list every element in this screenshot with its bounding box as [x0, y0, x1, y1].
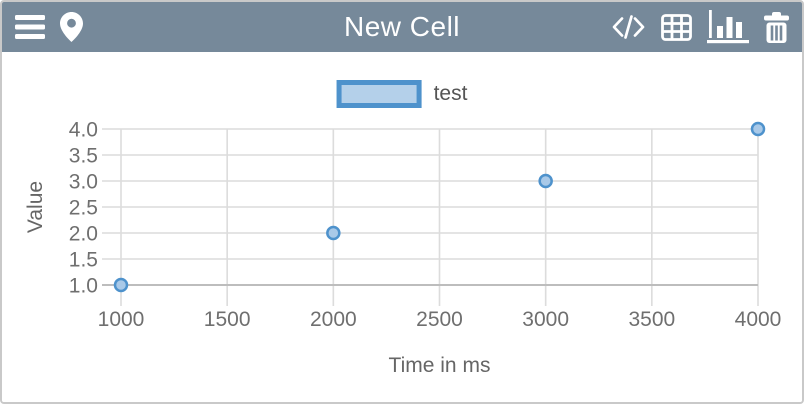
table-icon: [661, 13, 692, 41]
y-tick-label: 1.5: [69, 249, 98, 272]
chart-view-button[interactable]: [707, 10, 749, 44]
legend-swatch: [336, 80, 422, 108]
x-tick-label: 2500: [416, 308, 463, 331]
y-axis-title: Value: [24, 181, 47, 233]
y-tick-label: 1.0: [69, 275, 98, 298]
y-tick-label: 4.0: [69, 119, 98, 142]
location-button[interactable]: [60, 12, 83, 42]
x-tick-label: 3000: [522, 308, 569, 331]
x-axis-title: Time in ms: [389, 354, 491, 377]
header-left-icons: [15, 12, 83, 42]
chart-region: test 1.0 1.5 2.0 2.5 3.0 3.5 4.0 1000 1500 2000 25…: [2, 52, 802, 402]
data-point[interactable]: [750, 121, 766, 137]
code-icon: [612, 15, 645, 39]
y-tick-label: 2.0: [69, 223, 98, 246]
y-tick-label: 3.0: [69, 171, 98, 194]
x-tick-label: 4000: [735, 308, 782, 331]
location-pin-icon: [60, 12, 83, 42]
legend-label: test: [433, 82, 468, 105]
bar-chart-icon: [707, 10, 749, 44]
trash-icon: [764, 11, 789, 43]
menu-button[interactable]: [15, 15, 45, 39]
x-tick-label: 1000: [98, 308, 145, 331]
legend[interactable]: test: [336, 80, 468, 108]
y-tick-label: 2.5: [69, 197, 98, 220]
data-point[interactable]: [538, 173, 553, 189]
header: New Cell: [2, 2, 802, 52]
x-tick-label: 2000: [310, 308, 357, 331]
data-point[interactable]: [326, 225, 341, 241]
code-view-button[interactable]: [611, 14, 646, 40]
x-tick-label: 1500: [204, 308, 251, 331]
data-point[interactable]: [113, 277, 129, 293]
x-tick-label: 3500: [628, 308, 675, 331]
header-right-icons: [611, 10, 789, 44]
y-tick-label: 3.5: [69, 145, 98, 168]
table-view-button[interactable]: [661, 13, 692, 41]
menu-icon: [15, 15, 45, 39]
page-title: New Cell: [343, 11, 461, 42]
delete-button[interactable]: [764, 11, 789, 43]
scatter-plot[interactable]: 1.0 1.5 2.0 2.5 3.0 3.5 4.0 1000 1500 2000 2500 300…: [2, 52, 802, 402]
